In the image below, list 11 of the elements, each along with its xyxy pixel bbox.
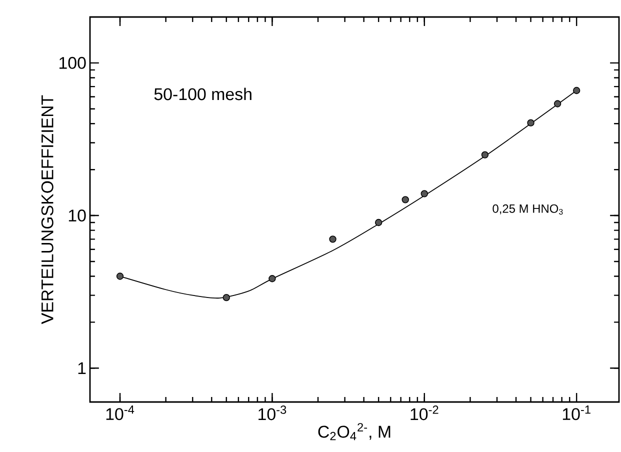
- y-tick-label: 10: [68, 210, 86, 222]
- x-tick-label: 10$^{-3}$: [258, 406, 286, 420]
- y-tick-label: 100: [60, 56, 86, 69]
- y-axis-title: VERTEILUNGSKOEFFIZIENT: [41, 95, 54, 324]
- x-tick-label: 10$^{-1}$: [562, 406, 590, 420]
- annotation: 50-100 mesh: [154, 88, 252, 100]
- y-tick-label: 1: [78, 362, 86, 374]
- x-axis-title: C$_{2}$O$_{4}$$^{2-}$, M: [318, 423, 390, 440]
- x-tick-label: 10$^{-2}$: [410, 406, 438, 420]
- annotation: 0,25 M HNO$_{3}$: [492, 204, 563, 215]
- x-tick-label: 10$^{-4}$: [106, 406, 134, 420]
